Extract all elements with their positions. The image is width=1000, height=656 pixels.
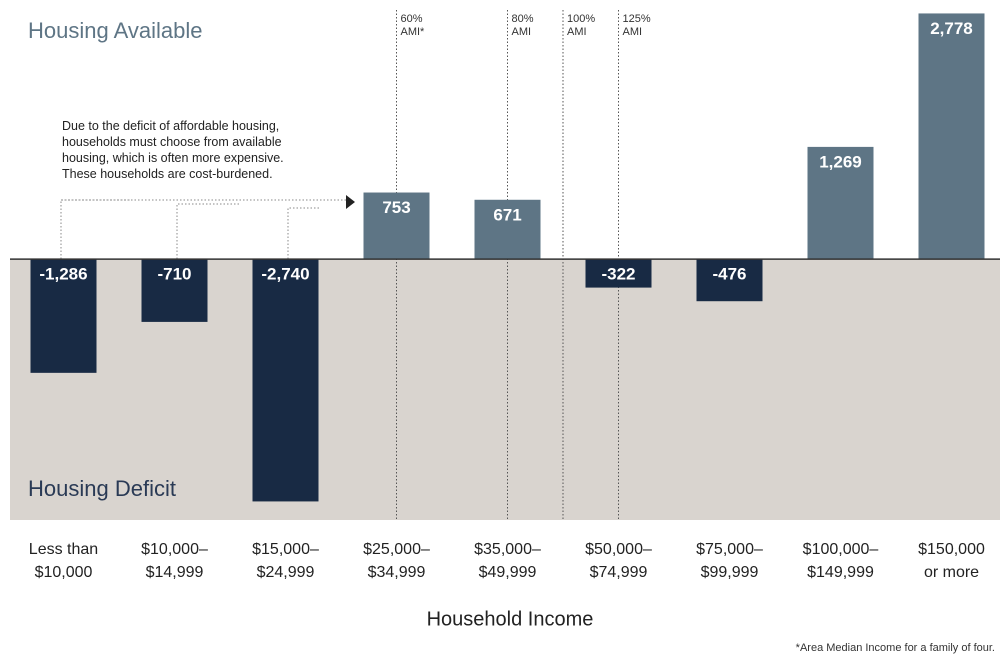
chart-title: Housing Available [28, 18, 203, 43]
x-tick-label: $35,000– [474, 541, 541, 558]
connector [60, 199, 130, 259]
x-tick-label: or more [924, 564, 979, 581]
x-tick-label: $75,000– [696, 541, 763, 558]
value-label: 753 [382, 198, 410, 217]
value-label: -710 [157, 265, 191, 284]
annotation-line: households must choose from available [62, 135, 282, 149]
x-tick-label: $100,000– [803, 541, 879, 558]
annotation-line: Due to the deficit of affordable housing… [62, 119, 279, 133]
footnote: *Area Median Income for a family of four… [796, 642, 995, 654]
bar [363, 192, 430, 260]
ami-label: 60% [401, 13, 423, 25]
x-tick-label: $150,000 [918, 541, 985, 558]
bar [696, 259, 763, 302]
x-tick-label: $50,000– [585, 541, 652, 558]
bar [807, 146, 874, 260]
x-tick-label: $74,999 [590, 564, 648, 581]
value-label: 2,778 [930, 19, 973, 38]
bar [918, 13, 985, 260]
x-tick-label: $34,999 [368, 564, 426, 581]
value-label: -322 [601, 265, 635, 284]
annotation-line: housing, which is often more expensive. [62, 151, 284, 165]
value-label: -2,740 [261, 265, 309, 284]
connector [176, 203, 240, 259]
x-axis-title: Household Income [427, 608, 594, 630]
ami-label: AMI [567, 26, 587, 38]
annotation-line: These households are cost-burdened. [62, 167, 273, 181]
value-label: 1,269 [819, 152, 862, 171]
x-tick-label: $14,999 [146, 564, 204, 581]
ami-label: 125% [623, 13, 651, 25]
x-tick-label: $24,999 [257, 564, 315, 581]
bar [585, 259, 652, 288]
x-tick-label: $99,999 [701, 564, 759, 581]
x-tick-label: $149,999 [807, 564, 874, 581]
bar [30, 259, 97, 373]
bar [141, 259, 208, 322]
x-tick-label: $15,000– [252, 541, 319, 558]
x-tick-label: $49,999 [479, 564, 537, 581]
value-label: -1,286 [39, 265, 87, 284]
connector [287, 207, 320, 259]
bar [252, 259, 319, 502]
ami-label: AMI* [401, 26, 426, 38]
x-tick-label: Less than [29, 541, 98, 558]
ami-label: 100% [567, 13, 595, 25]
lower-title: Housing Deficit [28, 476, 176, 501]
x-tick-label: $25,000– [363, 541, 430, 558]
x-tick-label: $10,000 [35, 564, 93, 581]
ami-label: AMI [512, 26, 532, 38]
x-tick-label: $10,000– [141, 541, 208, 558]
arrow-head [346, 195, 355, 209]
bar [474, 199, 541, 260]
annotation-connectors [60, 199, 348, 259]
value-label: 671 [493, 205, 521, 224]
value-label: -476 [712, 265, 746, 284]
ami-label: AMI [623, 26, 643, 38]
ami-label: 80% [512, 13, 534, 25]
